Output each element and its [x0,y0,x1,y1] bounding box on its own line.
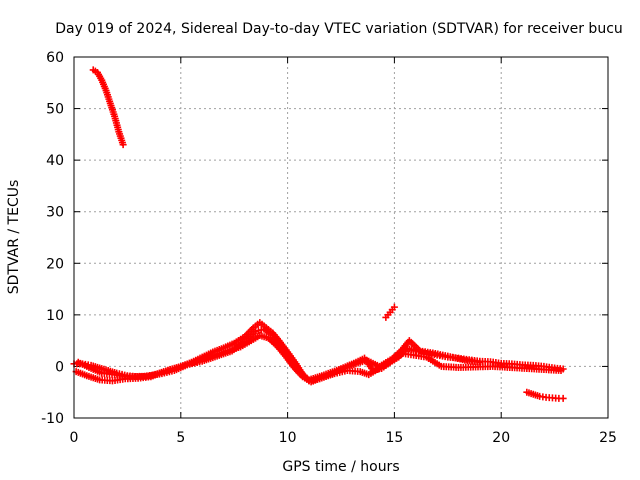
x-axis-label: GPS time / hours [282,459,399,475]
data-point [96,376,104,384]
data-point [390,303,398,311]
data-point [155,370,163,378]
chart-title: Day 019 of 2024, Sidereal Day-to-day VTE… [55,21,623,37]
data-point [213,352,221,360]
series-early-high-arc [91,67,126,147]
data-point [489,362,497,370]
data-point [104,367,112,375]
data-point [74,358,82,366]
data-point [429,349,437,357]
data-point [326,371,334,379]
y-tick-label: 60 [46,50,64,66]
data-point [115,128,123,136]
y-tick-label: 0 [55,359,64,375]
data-point [183,361,191,369]
y-tick-label: 20 [46,256,64,272]
data-point [416,347,424,355]
x-tick-label: 0 [70,430,79,446]
data-point [119,141,127,149]
data-point [454,363,462,371]
data-point [397,347,405,355]
data-point [102,87,110,95]
data-point [540,366,548,374]
data-point [252,327,260,335]
data-point [83,372,91,380]
data-point [557,367,565,375]
x-tick-label: 15 [385,430,403,446]
data-point [375,362,383,370]
data-point [523,364,531,372]
data-point [296,368,304,376]
data-point [98,76,106,84]
y-tick-label: 30 [46,205,64,221]
data-point [279,344,287,352]
data-point [548,394,556,402]
data-point [405,337,413,345]
data-point [89,66,97,74]
data-point [529,361,537,369]
data-point [365,371,373,379]
y-tick-label: 50 [46,102,64,118]
data-point [529,390,537,398]
axis-ticks: 0 5 10 15 20 25 -10 0 10 20 30 40 50 60 [41,50,617,446]
data-point [437,362,445,370]
data-point [228,347,236,355]
data-point [256,331,264,339]
x-tick-label: 5 [176,430,185,446]
y-axis-label: SDTVAR / TECUs [6,180,22,295]
data-point [170,367,178,375]
data-point [198,357,206,365]
data-point [444,352,452,360]
data-point [98,369,106,377]
data-point [93,68,101,76]
data-point [350,360,358,368]
data-point [461,356,469,364]
data-point [559,394,567,402]
data-point [126,373,134,381]
data-point [422,353,430,361]
data-point [476,358,484,366]
x-tick-label: 25 [599,430,617,446]
data-point [260,325,268,333]
data-point [536,392,544,400]
x-tick-label: 10 [279,430,297,446]
data-point [410,351,418,359]
y-tick-label: 40 [46,153,64,169]
data-point [523,388,531,396]
series-late-low-tail [525,389,560,402]
data-point [111,371,119,379]
data-point [241,338,249,346]
plot-frame [73,56,609,419]
data-points [70,66,567,402]
data-point [506,363,514,371]
data-point [288,355,296,363]
x-tick-label: 20 [492,430,510,446]
data-point [356,368,364,376]
data-point [140,372,148,380]
data-point [542,393,550,401]
data-point [111,112,119,120]
data-point [305,377,313,385]
data-point [269,331,277,339]
data-point [316,375,324,383]
data-point [85,363,93,371]
data-point [339,364,347,372]
data-point [108,377,116,385]
data-point [497,359,505,367]
data-point [256,319,264,327]
y-tick-label: 10 [46,308,64,324]
data-point [388,355,396,363]
data-point [363,356,371,364]
y-tick-label: -10 [41,411,64,427]
data-point [106,99,114,107]
